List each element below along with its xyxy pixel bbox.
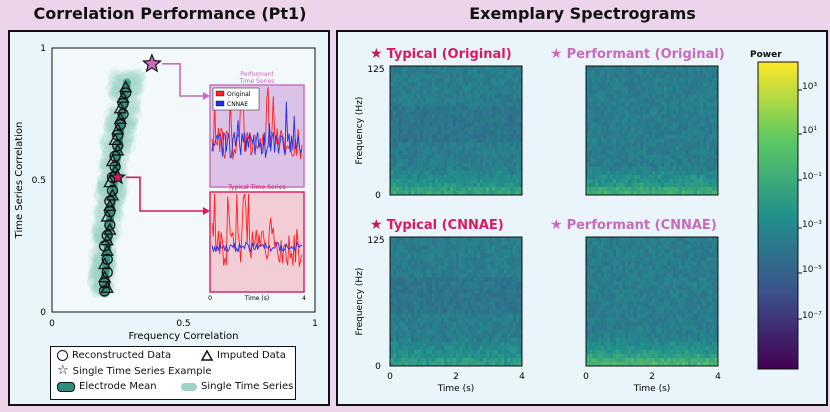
legend-reconstructed: Reconstructed Data [57, 350, 171, 361]
right-panel-title: Exemplary Spectrograms [469, 4, 696, 23]
scatter-legend: Reconstructed Data Imputed Data ☆ Single… [50, 346, 296, 400]
legend-mean: Electrode Mean [57, 381, 157, 392]
left-panel-title: Correlation Performance (Pt1) [33, 4, 307, 23]
legend-single: Single Time Series [181, 381, 293, 392]
circle-marker-icon [57, 350, 68, 361]
star-marker-icon: ☆ [57, 363, 69, 378]
legend-imputed: Imputed Data [201, 350, 286, 361]
legend-example-label: Single Time Series Example [72, 365, 212, 377]
legend-mean-label: Electrode Mean [79, 381, 157, 392]
single-swatch-icon [181, 382, 197, 391]
legend-reconstructed-label: Reconstructed Data [72, 350, 172, 361]
legend-single-label: Single Time Series [201, 381, 294, 392]
mean-swatch-icon [57, 381, 75, 392]
legend-example: ☆ Single Time Series Example [57, 363, 212, 378]
triangle-marker-icon [201, 350, 213, 361]
legend-imputed-label: Imputed Data [217, 350, 286, 361]
